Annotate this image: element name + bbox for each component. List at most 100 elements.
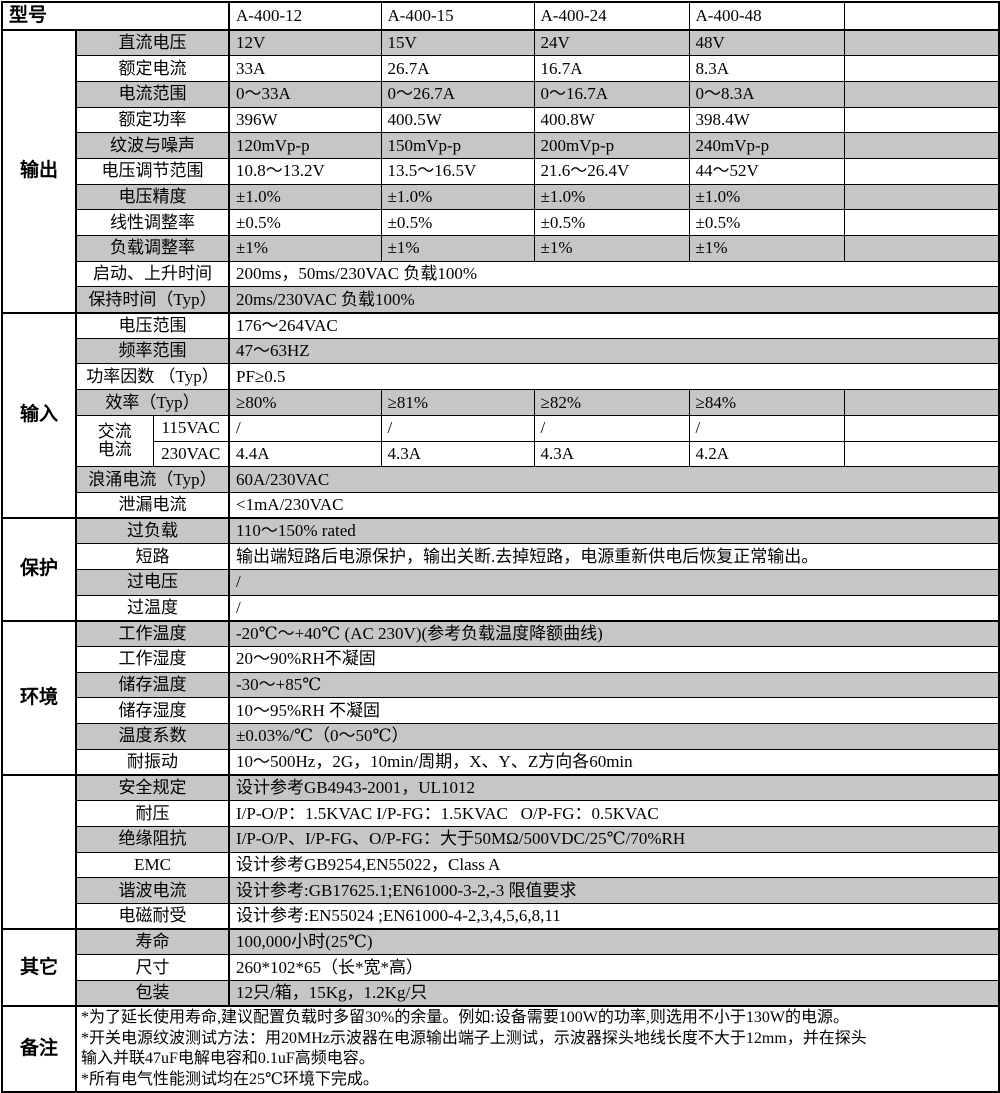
row-label: 工作湿度 bbox=[75, 646, 230, 673]
table-row: 频率范围 47～63HZ bbox=[2, 337, 1000, 365]
row-value: 4.2A bbox=[688, 440, 845, 468]
row-span-value: I/P-O/P：1.5KVAC I/P-FG：1.5KVAC O/P-FG：0.… bbox=[228, 800, 1000, 827]
table-row: 额定功率 396W 400.5W 400.8W 398.4W bbox=[2, 106, 1000, 134]
row-label: 线性调整率 bbox=[75, 209, 230, 236]
row-value: ≥82% bbox=[533, 389, 690, 416]
table-row: 功率因数 （Typ） PF≥0.5 bbox=[2, 363, 1000, 391]
row-value: 44～52V bbox=[688, 157, 845, 185]
row-value: 0～26.7A bbox=[380, 80, 535, 108]
trailing-cell bbox=[843, 209, 1000, 236]
row-value: 4.4A bbox=[228, 440, 382, 468]
table-row: 电压调节范围 10.8～13.2V 13.5～16.5V 21.6～26.4V 44～5… bbox=[2, 157, 1000, 185]
table-row: 备注 *为了延长使用寿命,建议配置负载时多留30%的余量。例如:设备需要100W的… bbox=[1, 1005, 1000, 1093]
row-label: EMC bbox=[75, 851, 230, 879]
trailing-cell bbox=[843, 235, 1000, 262]
notes-cell: *为了延长使用寿命,建议配置负载时多留30%的余量。例如:设备需要100W的功率… bbox=[75, 1005, 1000, 1093]
trailing-cell bbox=[843, 106, 1000, 134]
row-span-value: / bbox=[228, 594, 1000, 622]
note-line: *所有电气性能测试均在25℃环境下完成。 bbox=[81, 1070, 379, 1088]
row-span-value: 设计参考GB9254,EN55022，Class A bbox=[228, 851, 1000, 879]
row-span-value: 20ms/230VAC 负载100% bbox=[228, 286, 1000, 314]
row-value: / bbox=[380, 414, 535, 442]
row-label: 尺寸 bbox=[75, 954, 230, 981]
row-value: / bbox=[533, 414, 690, 442]
row-value: 398.4W bbox=[688, 106, 845, 134]
ac-current-sublabel: 115VAC bbox=[152, 414, 230, 442]
row-value: 4.3A bbox=[380, 440, 535, 468]
table-row: 电磁耐受 设计参考:EN55024 ;EN61000-4-2,3,4,5,6,8,… bbox=[2, 902, 1000, 930]
row-span-value: 47～63HZ bbox=[228, 337, 1000, 365]
row-value: 0～33A bbox=[228, 80, 382, 108]
table-row: 泄漏电流 <1mA/230VAC bbox=[2, 491, 1000, 519]
row-span-value: / bbox=[228, 568, 1000, 596]
row-span-value: 20～90%RH不凝固 bbox=[228, 646, 1000, 673]
row-value: 21.6～26.4V bbox=[533, 157, 690, 185]
trailing-cell bbox=[843, 183, 1000, 211]
row-span-value: PF≥0.5 bbox=[228, 363, 1000, 391]
table-row: 交流 电流 115VAC / / / / bbox=[2, 414, 1000, 468]
table-row: 额定电流 33A 26.7A 16.7A 8.3A bbox=[2, 55, 1000, 82]
model-header: A-400-48 bbox=[688, 1, 845, 31]
row-value: 12V bbox=[228, 29, 382, 57]
table-row: 输出 直流电压 12V 15V 24V 48V bbox=[1, 29, 1000, 314]
row-label: 电磁耐受 bbox=[75, 902, 230, 930]
row-span-value: I/P-O/P、I/P-FG、O/P-FG：大于50MΩ/500VDC/25℃/… bbox=[228, 825, 1000, 853]
row-value: 200mVp-p bbox=[533, 132, 690, 159]
row-span-value: 输出端短路后电源保护，输出关断.去掉短路，电源重新供电后恢复正常输出。 bbox=[228, 543, 1000, 570]
table-row: 保护 过负载 110～150% rated bbox=[1, 517, 1000, 622]
row-span-value: 100,000小时(25℃) bbox=[228, 928, 1000, 956]
row-label: 泄漏电流 bbox=[75, 491, 230, 519]
row-span-value: 10～95%RH 不凝固 bbox=[228, 697, 1000, 725]
row-value: 400.8W bbox=[533, 106, 690, 134]
table-row: 温度系数 ±0.03%/℃（0～50℃） bbox=[2, 723, 1000, 750]
row-label: 寿命 bbox=[75, 928, 230, 956]
row-value: ≥81% bbox=[380, 389, 535, 416]
trailing-cell bbox=[843, 414, 1000, 442]
row-value: ±0.5% bbox=[533, 209, 690, 236]
row-span-value: 设计参考:EN55024 ;EN61000-4-2,3,4,5,6,8,11 bbox=[228, 902, 1000, 930]
table-row: 储存湿度 10～95%RH 不凝固 bbox=[2, 697, 1000, 725]
table-row: 纹波与噪声 120mVp-p 150mVp-p 200mVp-p 240mVp-p bbox=[2, 132, 1000, 159]
section-label: 其它 bbox=[1, 928, 77, 1007]
row-label: 过电压 bbox=[75, 568, 230, 596]
table-row: 耐振动 10～500Hz，2G，10min/周期，X、Y、Z方向各60min bbox=[2, 748, 1000, 776]
row-label: 耐振动 bbox=[75, 748, 230, 776]
section-label: 备注 bbox=[1, 1005, 77, 1093]
trailing-cell bbox=[843, 389, 1000, 416]
row-label: 电压精度 bbox=[75, 183, 230, 211]
row-label: 谐波电流 bbox=[75, 877, 230, 904]
row-label: 纹波与噪声 bbox=[75, 132, 230, 159]
row-value: ≥84% bbox=[688, 389, 845, 416]
table-row: 过电压 / bbox=[2, 568, 1000, 596]
table-row: 电流范围 0～33A 0～26.7A 0～16.7A 0～8.3A bbox=[2, 80, 1000, 108]
row-label: 浪涌电流（Typ） bbox=[75, 466, 230, 493]
row-value: 26.7A bbox=[380, 55, 535, 82]
row-value: 13.5～16.5V bbox=[380, 157, 535, 185]
row-value: 150mVp-p bbox=[380, 132, 535, 159]
row-label: 绝缘阻抗 bbox=[75, 825, 230, 853]
section-label bbox=[1, 773, 77, 930]
row-value: ±1.0% bbox=[380, 183, 535, 211]
table-row: 浪涌电流（Typ） 60A/230VAC bbox=[2, 466, 1000, 493]
table-row: 安全规定 设计参考GB4943-2001，UL1012 bbox=[1, 773, 1000, 930]
note-line: *开关电源纹波测试方法：用20MHz示波器在电源输出端子上测试，示波器探头地线长… bbox=[81, 1029, 867, 1047]
row-span-value: 设计参考GB4943-2001，UL1012 bbox=[228, 773, 1000, 802]
row-value: 24V bbox=[533, 29, 690, 57]
trailing-cell bbox=[843, 132, 1000, 159]
table-row: 绝缘阻抗 I/P-O/P、I/P-FG、O/P-FG：大于50MΩ/500VDC/… bbox=[2, 825, 1000, 853]
row-span-value: -20℃～+40℃ (AC 230V)(参考负载温度降额曲线) bbox=[228, 619, 1000, 647]
row-value: 240mVp-p bbox=[688, 132, 845, 159]
table-row: 储存温度 -30～+85℃ bbox=[2, 671, 1000, 699]
model-header: A-400-12 bbox=[228, 1, 382, 31]
row-label: 效率（Typ） bbox=[75, 389, 230, 416]
row-label: 储存湿度 bbox=[75, 697, 230, 725]
row-label: 直流电压 bbox=[75, 29, 230, 57]
row-label: 频率范围 bbox=[75, 337, 230, 365]
row-label: 功率因数 （Typ） bbox=[75, 363, 230, 391]
row-label: 过温度 bbox=[75, 594, 230, 622]
row-value: 15V bbox=[380, 29, 535, 57]
row-span-value: 110～150% rated bbox=[228, 517, 1000, 545]
table-row: 效率（Typ） ≥80% ≥81% ≥82% ≥84% bbox=[2, 389, 1000, 416]
row-label: 过负载 bbox=[75, 517, 230, 545]
row-value: 400.5W bbox=[380, 106, 535, 134]
